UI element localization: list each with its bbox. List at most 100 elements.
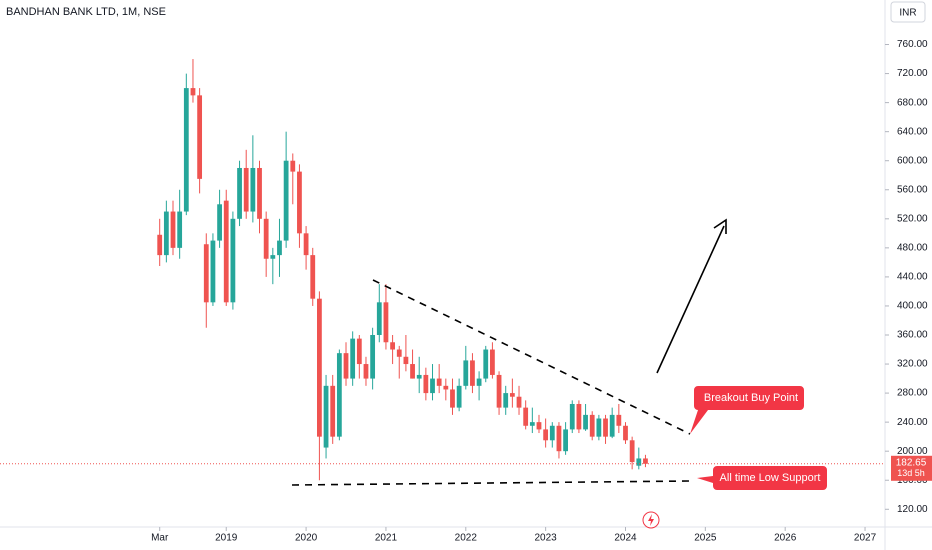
y-tick-label: 520.00 <box>897 213 928 224</box>
candle-body <box>623 425 628 441</box>
candle-body <box>463 360 469 386</box>
trend-line-support <box>291 480 691 486</box>
candle-body <box>476 378 482 386</box>
event-icon-bolt <box>648 514 654 526</box>
x-tick-label: 2027 <box>854 533 877 544</box>
y-tick-label: 360.00 <box>897 330 928 341</box>
candle-body <box>263 218 269 259</box>
candle-body <box>443 385 449 390</box>
x-tick-label: 2025 <box>694 533 717 544</box>
x-tick-label: 2024 <box>614 533 637 544</box>
candle-body <box>529 422 535 426</box>
candle-body <box>376 302 382 335</box>
y-tick-label: 680.00 <box>897 97 928 108</box>
candle-body <box>170 211 176 248</box>
arrow <box>656 225 725 374</box>
candle-body <box>217 204 222 241</box>
y-tick-label: 200.00 <box>897 446 928 457</box>
candle-body <box>549 425 555 441</box>
candle-body <box>243 167 249 212</box>
y-tick-label: 120.00 <box>897 504 928 515</box>
candle-body <box>323 385 329 448</box>
candle-body <box>556 425 562 452</box>
candle-body <box>609 414 615 437</box>
candle-body <box>183 88 189 212</box>
callout-text: Breakout Buy Point <box>704 392 798 404</box>
y-tick-label: 280.00 <box>897 388 928 399</box>
candle-body <box>336 353 342 437</box>
candle-body <box>423 374 429 394</box>
candle-body <box>203 244 209 303</box>
y-tick-label: 760.00 <box>897 39 928 50</box>
y-tick-label: 480.00 <box>897 242 928 253</box>
y-tick-label: 320.00 <box>897 359 928 370</box>
y-tick-label: 440.00 <box>897 272 928 283</box>
candle-body <box>643 458 648 464</box>
currency-button[interactable] <box>890 1 926 23</box>
y-tick-label: 560.00 <box>897 184 928 195</box>
candle-body <box>197 95 203 179</box>
candle-body <box>496 374 502 408</box>
candle-body <box>569 403 575 430</box>
callout-text: All time Low Support <box>720 472 821 484</box>
candle-body <box>516 396 522 408</box>
candle-body <box>343 353 349 379</box>
candle-body <box>596 418 602 437</box>
x-tick-label: 2019 <box>215 533 238 544</box>
y-tick-label: 240.00 <box>897 417 928 428</box>
candle-body <box>356 338 362 365</box>
candle-body <box>237 167 242 219</box>
candle-body <box>277 240 282 256</box>
candle-body <box>603 418 608 437</box>
candle-body <box>317 298 322 437</box>
candle-body <box>450 389 455 408</box>
last-price-box <box>891 455 932 481</box>
x-tick-label: 2021 <box>375 533 398 544</box>
candle-body <box>490 349 495 375</box>
candle-body <box>210 240 216 303</box>
candle-body <box>370 335 376 379</box>
candle-body <box>270 255 276 259</box>
candle-body <box>589 414 595 437</box>
candle-body <box>223 200 229 303</box>
y-tick-label: 600.00 <box>897 155 928 166</box>
candle-body <box>410 364 415 379</box>
candle-body <box>383 302 389 343</box>
candle-body <box>297 171 302 234</box>
x-tick-label: 2020 <box>295 533 318 544</box>
last-price-label: 182.65 <box>896 457 927 468</box>
candle-body <box>157 234 163 256</box>
candle-body <box>616 414 622 426</box>
candle-body <box>629 440 635 463</box>
candle-body <box>303 233 309 256</box>
candle-body <box>257 167 262 219</box>
candle-body <box>403 356 409 365</box>
candle-body <box>163 211 169 256</box>
x-tick-label: Mar <box>151 533 169 544</box>
arrow-head <box>713 218 727 234</box>
y-tick-label: 640.00 <box>897 126 928 137</box>
plot <box>157 59 648 481</box>
chart-title: BANDHAN BANK LTD, 1M, NSE <box>6 6 166 18</box>
candle-body <box>436 378 442 386</box>
candle-body <box>363 364 369 379</box>
candle-body <box>430 378 435 394</box>
candle-body <box>416 374 422 379</box>
candle-body <box>470 360 475 386</box>
x-tick-label: 2022 <box>455 533 478 544</box>
candle-body <box>177 211 183 248</box>
callout-box <box>690 386 804 434</box>
x-tick-label: 2023 <box>535 533 558 544</box>
candle-body <box>523 407 529 426</box>
candle-body <box>190 88 196 96</box>
candle-body <box>456 385 462 408</box>
candle-body <box>483 349 489 379</box>
y-tick-label: 400.00 <box>897 301 928 312</box>
candle-body <box>330 385 336 437</box>
candle-body <box>390 342 395 350</box>
candle-body <box>396 349 402 357</box>
x-tick-label: 2026 <box>774 533 797 544</box>
currency-label[interactable]: INR <box>899 8 916 19</box>
